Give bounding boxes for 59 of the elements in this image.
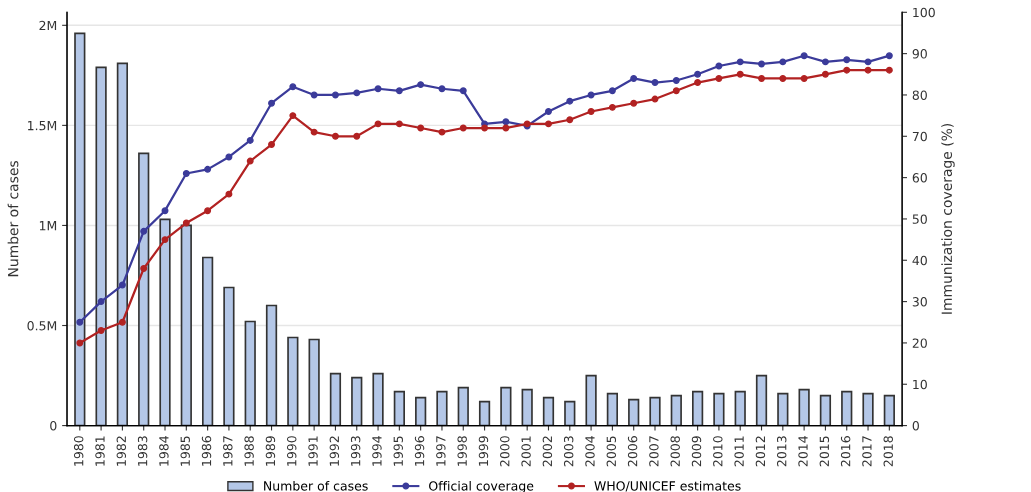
x-tick-label: 1992: [329, 436, 340, 466]
x-tick-label: 1989: [265, 436, 276, 466]
x-tick-label: 2012: [755, 436, 766, 467]
x-tick-label: 1987: [223, 436, 233, 466]
y-tick-label: 0: [50, 421, 57, 431]
y2-tick-label: 20: [912, 338, 927, 348]
x-tick-label: 1990: [287, 436, 297, 466]
y2-tick-label: 60: [912, 173, 927, 183]
x-tick-label: 2014: [798, 436, 808, 467]
x-tick-label: 1993: [350, 436, 361, 466]
y-tick-label: 2M: [39, 20, 57, 31]
y-tick-label: 1M: [39, 221, 57, 231]
x-tick-label: 2013: [777, 436, 787, 467]
x-tick-label: 1988: [244, 436, 254, 466]
x-tick-label: 2015: [819, 436, 830, 467]
y2-axis-title: Immunization coverage (%): [941, 123, 955, 314]
y2-tick-label: 40: [912, 255, 927, 266]
x-tick-label: 1995: [393, 436, 403, 466]
y2-tick-label: 30: [912, 297, 927, 307]
y2-tick-label: 70: [912, 131, 927, 142]
x-tick-label: 1999: [478, 436, 489, 466]
x-tick-label: 2011: [734, 436, 744, 467]
y-tick-label: 0.5M: [27, 320, 57, 331]
x-tick-label: 1984: [159, 436, 169, 466]
x-tick-label: 1996: [414, 436, 425, 466]
x-tick-label: 2010: [713, 436, 723, 467]
x-tick-label: 2008: [670, 436, 680, 467]
x-tick-label: 2005: [606, 436, 617, 467]
x-tick-label: 2002: [542, 436, 553, 467]
y2-tick-label: 10: [913, 379, 927, 390]
x-tick-label: 1991: [308, 436, 318, 466]
y2-tick-label: 50: [912, 214, 927, 224]
x-tick-label: 1982: [116, 436, 127, 466]
y2-tick-label: 90: [912, 49, 927, 59]
x-tick-label: 1997: [436, 436, 446, 466]
x-tick-label: 2003: [563, 436, 574, 467]
legend-label: Number of cases: [264, 480, 368, 491]
x-tick-label: 1994: [372, 436, 382, 466]
x-tick-label: 1983: [137, 436, 148, 466]
x-tick-label: 1985: [180, 436, 190, 466]
x-tick-label: 2016: [840, 436, 851, 467]
x-tick-label: 2000: [500, 436, 510, 467]
y2-tick-label: 100: [913, 7, 935, 18]
x-tick-label: 1998: [457, 436, 467, 466]
y2-tick-label: 0: [912, 421, 919, 431]
x-tick-label: 2017: [862, 436, 872, 467]
legend-label: WHO/UNICEF estimates: [594, 480, 741, 492]
y2-tick-label: 80: [912, 90, 927, 100]
y-axis-title: Number of cases: [7, 161, 19, 277]
x-tick-label: 2009: [691, 436, 702, 467]
x-tick-label: 1980: [73, 436, 84, 466]
x-tick-label: 1986: [201, 436, 212, 466]
x-tick-label: 2007: [649, 436, 659, 467]
x-tick-label: 1981: [95, 436, 105, 466]
x-tick-label: 2001: [521, 436, 531, 467]
y-tick-label: 1.5M: [28, 121, 57, 131]
x-tick-label: 2018: [883, 436, 893, 467]
x-tick-label: 2006: [627, 436, 638, 467]
x-tick-label: 2004: [585, 436, 595, 467]
